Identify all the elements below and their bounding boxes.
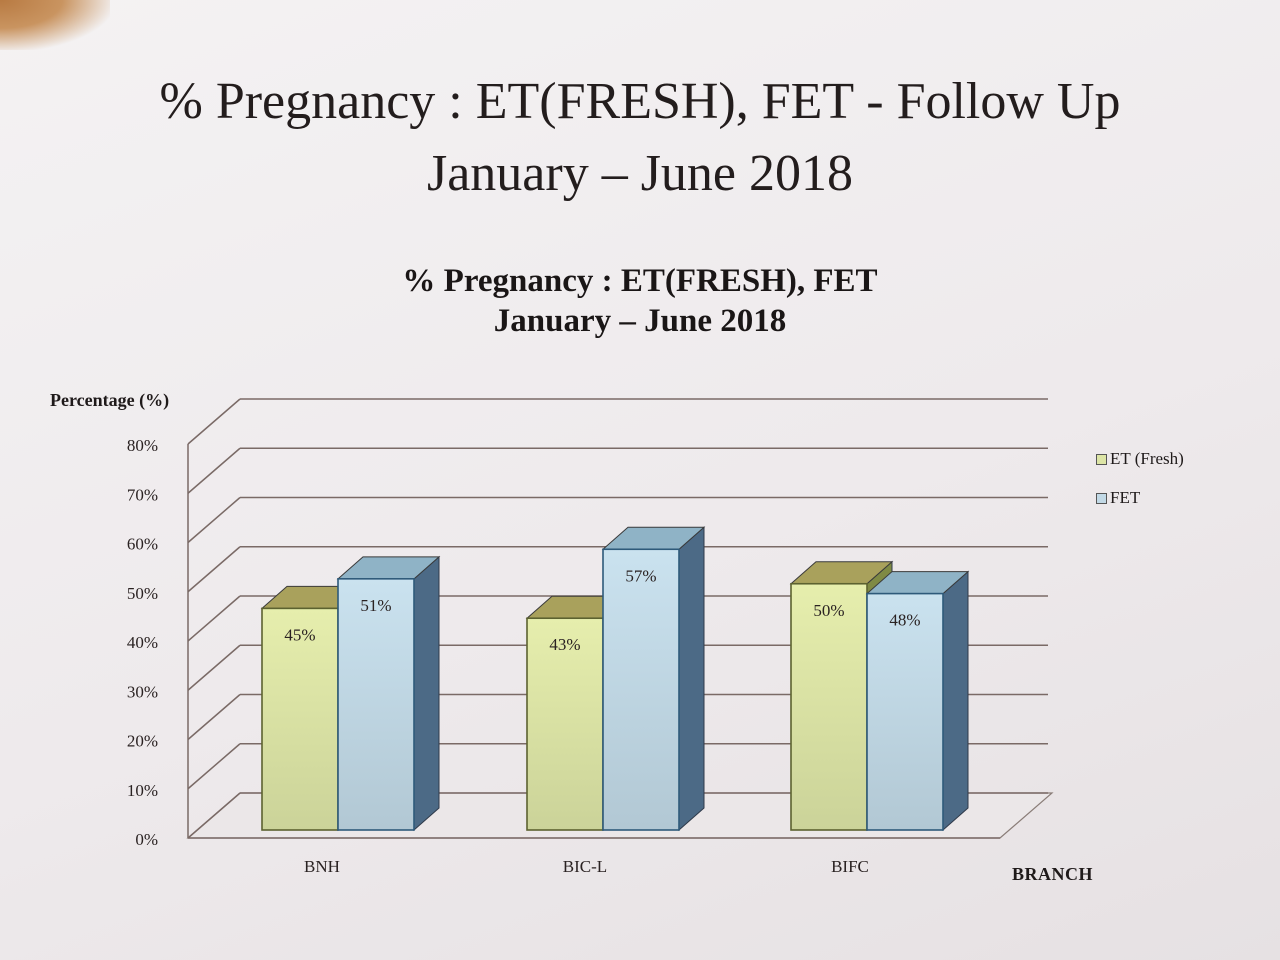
bar-fet-bnh [337, 578, 415, 831]
y-tick-label: 10% [127, 781, 158, 800]
y-tick-label: 80% [127, 436, 158, 455]
bar-et-fresh-bic-l [526, 617, 604, 831]
legend-label-et-fresh: ET (Fresh) [1110, 449, 1184, 468]
bar-fet-bifc [866, 592, 944, 831]
legend-item-et-fresh: ET (Fresh) [1096, 448, 1184, 470]
legend-label-fet: FET [1110, 488, 1141, 507]
paper-corner-decoration [0, 0, 110, 50]
bar-side-fet-bic-l [678, 526, 705, 832]
data-label-et-fresh-bic-l: 43% [549, 635, 580, 654]
legend-item-fet: FET [1096, 487, 1184, 509]
slide-title-line-1: % Pregnancy : ET(FRESH), FET - Follow Up [159, 73, 1121, 130]
data-label-et-fresh-bnh: 45% [284, 625, 315, 644]
chart-subtitle: January – June 2018 [493, 303, 787, 339]
gridline-depth [187, 693, 241, 741]
gridline-depth [187, 546, 241, 593]
data-label-fet-bifc: 48% [889, 611, 920, 630]
y-tick-label: 30% [127, 682, 158, 701]
data-label-fet-bic-l: 57% [625, 566, 656, 585]
bar-fet-bic-l [602, 548, 680, 831]
y-tick-label: 20% [127, 732, 158, 751]
gridline-depth [187, 644, 241, 691]
y-tick-label: 40% [127, 633, 158, 652]
y-tick-label: 0% [135, 830, 158, 849]
gridline-depth [187, 398, 241, 445]
bar-et-fresh-bifc [790, 582, 868, 831]
y-tick-label: 70% [127, 485, 158, 504]
gridline-depth [187, 595, 241, 642]
bar-et-fresh-bnh [261, 607, 339, 831]
slide-title-line-2: January – June 2018 [426, 145, 854, 202]
legend-swatch-et-fresh [1096, 453, 1107, 465]
gridline-depth [187, 447, 241, 494]
x-tick-label-bifc: BIFC [831, 857, 869, 876]
legend-swatch-fet [1096, 492, 1107, 504]
data-label-fet-bnh: 51% [360, 596, 391, 615]
bar-side-fet-bifc [942, 570, 969, 832]
x-tick-label-bnh: BNH [304, 857, 340, 876]
y-axis-title: Percentage (%) [50, 390, 170, 410]
data-label-et-fresh-bifc: 50% [813, 601, 844, 620]
bar-side-fet-bnh [413, 555, 440, 832]
y-tick-label: 60% [127, 535, 158, 554]
gridline-depth [187, 743, 241, 790]
gridline-depth [187, 792, 241, 839]
y-tick-label: 50% [127, 584, 158, 603]
x-axis-title: BRANCH [1012, 864, 1094, 884]
chart-legend: ET (Fresh) FET [1096, 448, 1184, 526]
x-tick-label-bic-l: BIC-L [563, 857, 607, 876]
gridline-depth [187, 496, 241, 544]
chart-title: % Pregnancy : ET(FRESH), FET [402, 263, 878, 299]
